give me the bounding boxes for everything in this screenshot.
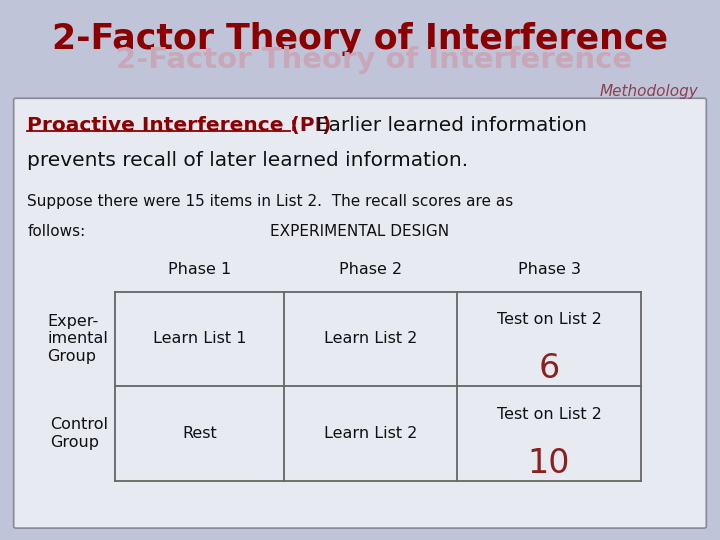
Text: Learn List 2: Learn List 2 <box>324 426 418 441</box>
Text: Phase 3: Phase 3 <box>518 262 580 277</box>
Text: prevents recall of later learned information.: prevents recall of later learned informa… <box>27 151 469 170</box>
Text: Earlier learned information: Earlier learned information <box>303 116 587 135</box>
Text: Test on List 2: Test on List 2 <box>497 313 601 327</box>
Text: Methodology: Methodology <box>600 84 698 99</box>
Text: Learn List 2: Learn List 2 <box>324 332 418 346</box>
Text: Phase 2: Phase 2 <box>339 262 402 277</box>
Text: 6: 6 <box>539 352 559 385</box>
Text: 2-Factor Theory of Interference: 2-Factor Theory of Interference <box>117 46 632 74</box>
Text: Phase 1: Phase 1 <box>168 262 231 277</box>
Text: Control
Group: Control Group <box>50 417 108 450</box>
FancyBboxPatch shape <box>14 98 706 528</box>
Text: follows:: follows: <box>27 224 86 239</box>
Text: Test on List 2: Test on List 2 <box>497 407 601 422</box>
Text: Suppose there were 15 items in List 2.  The recall scores are as: Suppose there were 15 items in List 2. T… <box>27 194 513 210</box>
Text: EXPERIMENTAL DESIGN: EXPERIMENTAL DESIGN <box>271 224 449 239</box>
Text: :: : <box>290 116 298 135</box>
Text: Rest: Rest <box>182 426 217 441</box>
Text: Exper-
imental
Group: Exper- imental Group <box>47 314 108 364</box>
Text: 10: 10 <box>528 447 570 480</box>
Text: Proactive Interference (PI): Proactive Interference (PI) <box>27 116 332 135</box>
Text: Learn List 1: Learn List 1 <box>153 332 246 346</box>
Text: 2-Factor Theory of Interference: 2-Factor Theory of Interference <box>52 22 668 56</box>
